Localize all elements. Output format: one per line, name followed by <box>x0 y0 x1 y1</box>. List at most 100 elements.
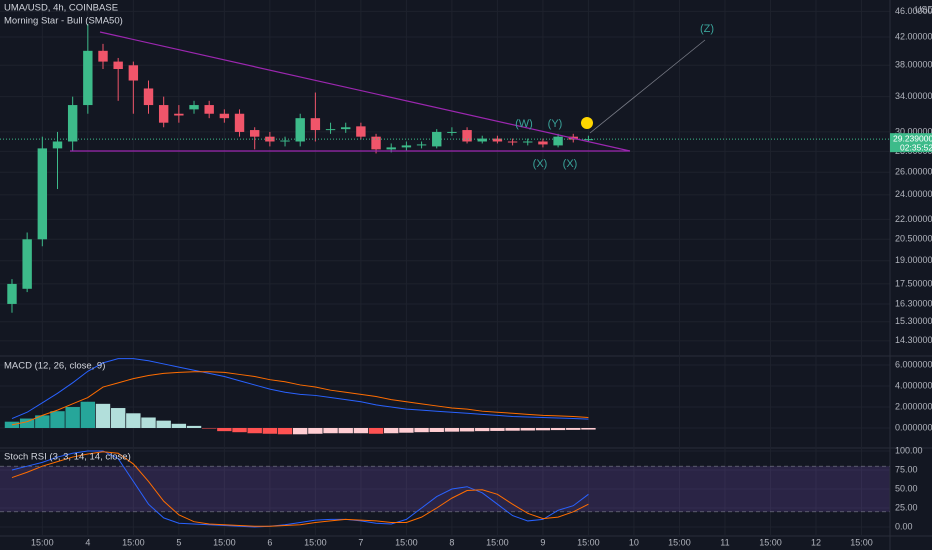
y-tick-label: 46.00000000 <box>895 6 932 16</box>
x-tick-label: 15:00 <box>759 537 782 547</box>
candle-body <box>507 141 518 143</box>
indicator-line <box>11 371 589 426</box>
candle-body <box>432 131 442 147</box>
x-tick-label: 5 <box>176 537 181 547</box>
histogram-bar <box>353 427 369 434</box>
marks-layer <box>0 23 890 528</box>
x-tick-label: 15:00 <box>213 537 236 547</box>
y-tick-label: 17.50000000 <box>895 278 932 288</box>
histogram-bar <box>95 403 111 428</box>
x-tick-label: 15:00 <box>304 537 327 547</box>
y-tick-label: 0.00 <box>895 521 913 531</box>
x-tick-label: 7 <box>358 537 363 547</box>
histogram-bar <box>110 408 126 428</box>
stoch-title: Stoch RSI (3, 3, 14, 14, close) <box>4 452 131 463</box>
y-tick-label: 20.50000000 <box>895 234 932 244</box>
candle-body <box>371 136 381 150</box>
histogram-bar <box>156 420 171 428</box>
x-tick-label: 15:00 <box>850 537 873 547</box>
y-tick-label: 0.00000000 <box>895 422 932 432</box>
candle-body <box>523 141 533 143</box>
y-tick-label: 26.00000000 <box>895 167 932 177</box>
indicator-line <box>11 450 589 528</box>
histogram-bar <box>217 427 232 432</box>
histogram-bar <box>186 425 202 428</box>
y-tick-label: 24.00000000 <box>895 189 932 199</box>
x-tick-label: 15:00 <box>577 537 600 547</box>
histogram-bar <box>232 427 247 433</box>
histogram-bar <box>201 427 217 429</box>
candle-body <box>265 136 275 142</box>
indicator-line <box>11 451 589 527</box>
y-tick-label: 34.00000000 <box>895 91 932 101</box>
candle-body <box>477 138 487 142</box>
countdown-label: 02:35:52 <box>900 142 932 152</box>
overbought-band <box>0 466 890 512</box>
histogram-bar <box>65 406 80 428</box>
y-tick-label: 38.00000000 <box>895 60 932 70</box>
histogram-bar <box>384 427 399 434</box>
histogram-bar <box>19 418 35 428</box>
wave-label: (W) <box>515 118 533 130</box>
candle-body <box>113 61 123 70</box>
histogram-bar <box>505 427 520 431</box>
histogram-bar <box>308 427 323 434</box>
histogram-bar <box>444 427 460 432</box>
y-tick-label: 22.00000000 <box>895 214 932 224</box>
wave-label: (Z) <box>700 23 714 35</box>
symbol-title: UMA/USD, 4h, COINBASE <box>4 3 118 14</box>
candle-body <box>447 131 457 133</box>
candle-body <box>386 147 396 150</box>
y-tick-label: 75.00 <box>895 464 918 474</box>
indicator-title: Morning Star - Bull (SMA50) <box>4 16 123 27</box>
histogram-bar <box>550 427 566 431</box>
y-tick-label: 14.30000000 <box>895 335 932 345</box>
candle-body <box>174 113 184 116</box>
histogram-bar <box>247 427 262 434</box>
candle-body <box>67 105 78 142</box>
candle-body <box>52 141 63 149</box>
candle-body <box>7 283 17 304</box>
histogram-bar <box>581 427 596 430</box>
wave-label: (Y) <box>548 118 563 130</box>
y-tick-label: 15.30000000 <box>895 316 932 326</box>
y-tick-label: 6.00000000 <box>895 359 932 369</box>
histogram-bar <box>475 427 490 432</box>
histogram-bar <box>535 427 551 431</box>
y-tick-label: 4.00000000 <box>895 380 932 390</box>
histogram-bar <box>490 427 505 431</box>
projection-line <box>589 39 706 134</box>
y-tick-label: 2.00000000 <box>895 401 932 411</box>
trend-line <box>99 31 631 152</box>
y-tick-label: 16.30000000 <box>895 298 932 308</box>
y-tick-label: 25.00 <box>895 502 918 512</box>
y-tick-label: 19.00000000 <box>895 255 932 265</box>
x-tick-label: 15:00 <box>395 537 418 547</box>
candle-body <box>416 144 427 146</box>
candle-body <box>189 105 199 110</box>
macd-title: MACD (12, 26, close, 9) <box>4 361 105 372</box>
histogram-bar <box>171 423 187 428</box>
x-tick-label: 10 <box>629 537 639 547</box>
y-tick-label: 50.00 <box>895 483 918 493</box>
candle-body <box>249 130 260 137</box>
histogram-bar <box>338 427 353 434</box>
histogram-bar <box>50 411 65 428</box>
histogram-bar <box>414 427 429 433</box>
histogram-bar <box>35 415 50 428</box>
candle-body <box>538 141 548 145</box>
candle-body <box>310 118 321 131</box>
candle-body <box>204 105 214 114</box>
histogram-bar <box>566 427 581 430</box>
candle-body <box>356 126 366 137</box>
histogram-bar <box>293 427 308 435</box>
candle-body <box>325 129 336 131</box>
candle-body <box>295 118 305 142</box>
candle-body <box>462 130 472 142</box>
wave-label: (X) <box>563 158 578 170</box>
candle-body <box>234 113 245 132</box>
candle-body <box>553 136 563 146</box>
x-tick-label: 15:00 <box>122 537 145 547</box>
candle-body <box>401 145 412 148</box>
